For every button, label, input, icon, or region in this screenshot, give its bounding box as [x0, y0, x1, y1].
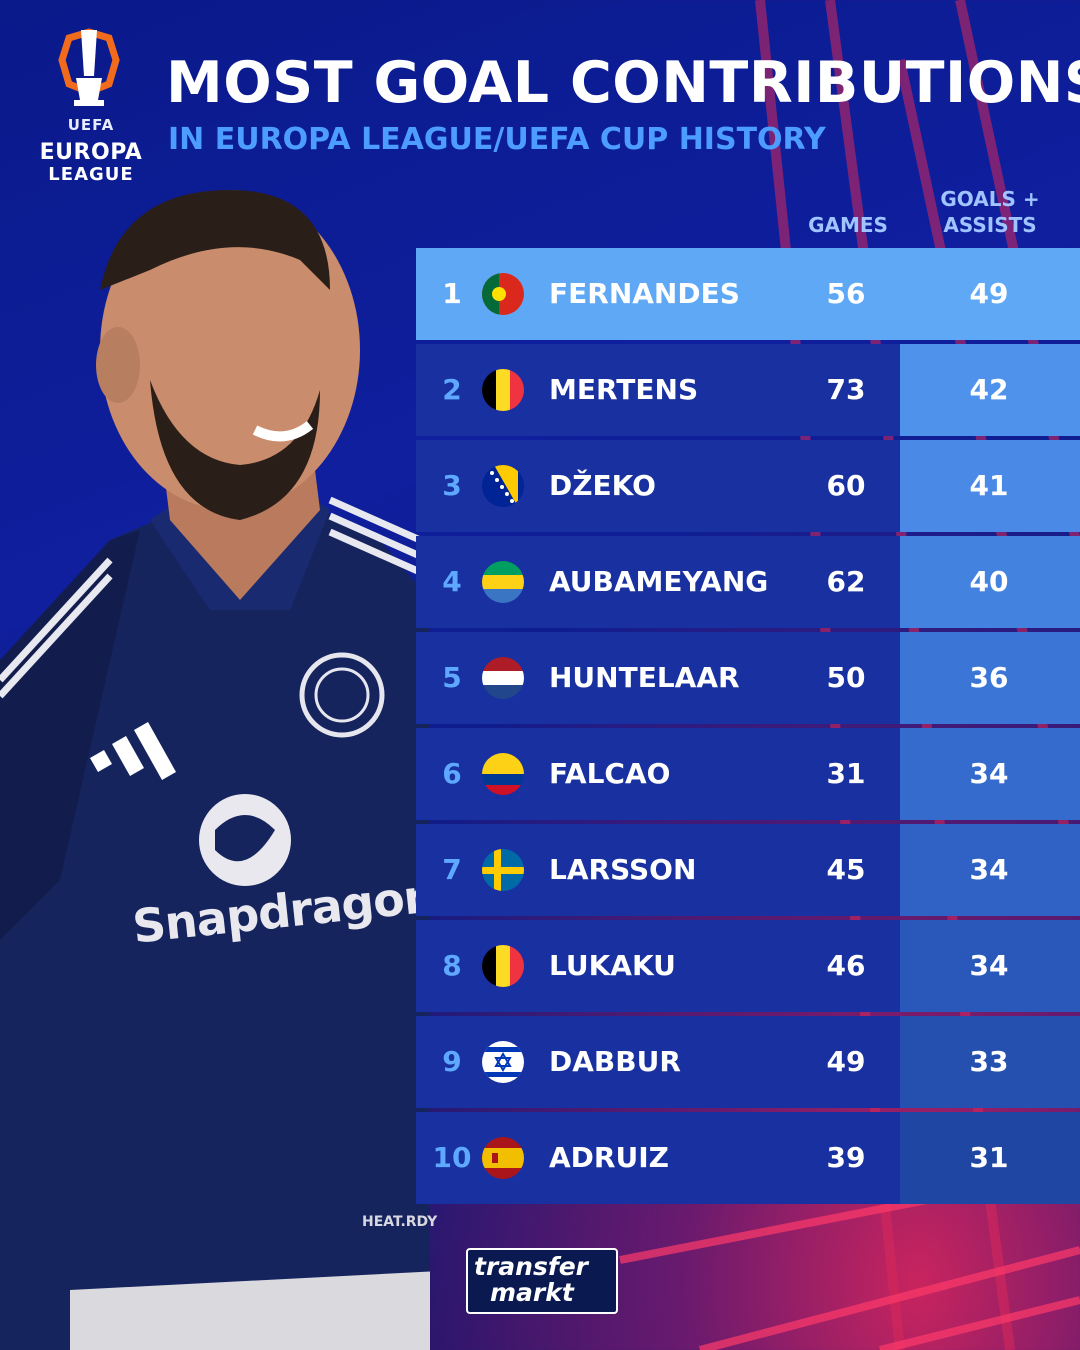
- rank-number: 1: [442, 277, 462, 310]
- row-background: [416, 248, 1080, 340]
- kit-tag-text: HEAT.RDY: [362, 1214, 438, 1230]
- games-value: 31: [826, 757, 866, 790]
- table-row: 8 LUKAKU 46 34: [416, 920, 1080, 1012]
- player-name: LUKAKU: [549, 949, 676, 982]
- goals-assists-value: 33: [969, 1045, 1009, 1078]
- brand-line1: transfer: [474, 1252, 588, 1281]
- spain-flag-icon: [482, 1137, 524, 1179]
- rank-number: 6: [442, 757, 462, 790]
- goals-assists-cell: [900, 824, 1080, 916]
- goals-assists-cell: [900, 344, 1080, 436]
- games-value: 46: [826, 949, 866, 982]
- belgium-flag-icon: [482, 369, 524, 411]
- games-value: 62: [826, 565, 866, 598]
- games-value: 73: [826, 373, 866, 406]
- table-row: 6 FALCAO 31 34: [416, 728, 1080, 820]
- rank-number: 8: [442, 949, 462, 982]
- player-name: FERNANDES: [549, 277, 740, 310]
- logo-uefa-text: UEFA: [67, 116, 115, 134]
- table-row: 1 FERNANDES 56 49: [416, 248, 1080, 340]
- table-row: 5 HUNTELAAR 50 36: [416, 632, 1080, 724]
- israel-flag-icon: [482, 1041, 524, 1083]
- games-value: 60: [826, 469, 866, 502]
- belgium-flag-icon: [482, 945, 524, 987]
- rank-number: 3: [442, 469, 462, 502]
- ranking-table: 1 FERNANDES 56 49 2 MERTENS 73 42 3 DŽEKO 60 41 4 AUB…: [416, 248, 1080, 1208]
- goals-assists-cell: [900, 920, 1080, 1012]
- goals-assists-cell: [900, 440, 1080, 532]
- rank-number: 7: [442, 853, 462, 886]
- goals-assists-value: 34: [969, 853, 1009, 886]
- transfermarkt-logo: transfer markt: [466, 1248, 618, 1314]
- page-subtitle: IN EUROPA LEAGUE/UEFA CUP HISTORY: [168, 122, 826, 157]
- goals-assists-cell: [900, 728, 1080, 820]
- table-row: 10 ADRUIZ 39 31: [416, 1112, 1080, 1204]
- rank-number: 5: [442, 661, 462, 694]
- player-name: DABBUR: [549, 1045, 681, 1078]
- table-row: 2 MERTENS 73 42: [416, 344, 1080, 436]
- table-row: 7 LARSSON 45 34: [416, 824, 1080, 916]
- games-column-header: GAMES: [808, 213, 888, 237]
- netherlands-flag-icon: [482, 657, 524, 699]
- player-name: MERTENS: [549, 373, 699, 406]
- rank-number: 4: [442, 565, 462, 598]
- goals-assists-value: 34: [969, 757, 1009, 790]
- goals-assists-cell: [900, 1016, 1080, 1108]
- brand-line2: markt: [490, 1278, 574, 1307]
- goals-assists-value: 34: [969, 949, 1009, 982]
- rank-number: 10: [432, 1141, 472, 1174]
- table-row: 3 DŽEKO 60 41: [416, 440, 1080, 532]
- games-value: 49: [826, 1045, 866, 1078]
- player-name: AUBAMEYANG: [549, 565, 769, 598]
- player-name: FALCAO: [549, 757, 671, 790]
- goals-assists-value: 40: [969, 565, 1009, 598]
- goals-assists-cell: [900, 536, 1080, 628]
- logo-europa-text: EUROPA: [39, 140, 143, 165]
- player-name: LARSSON: [549, 853, 697, 886]
- europa-league-trophy-icon: [58, 28, 120, 106]
- goals-assists-value: 42: [969, 373, 1009, 406]
- portugal-flag-icon: [482, 273, 524, 315]
- goals-assists-value: 49: [969, 277, 1009, 310]
- goals-assists-value: 31: [969, 1141, 1009, 1174]
- bosnia-flag-icon: [482, 465, 524, 507]
- goals-assists-cell: [900, 632, 1080, 724]
- games-value: 50: [826, 661, 866, 694]
- games-value: 45: [826, 853, 866, 886]
- table-row: 9 DABBUR 49 33: [416, 1016, 1080, 1108]
- gabon-flag-icon: [482, 561, 524, 603]
- games-value: 39: [826, 1141, 866, 1174]
- rank-number: 2: [442, 373, 462, 406]
- europa-league-logo: UEFA EUROPA LEAGUE: [36, 28, 146, 188]
- goals-assists-value: 36: [969, 661, 1009, 694]
- sweden-flag-icon: [482, 849, 524, 891]
- player-name: HUNTELAAR: [549, 661, 740, 694]
- games-value: 56: [826, 277, 866, 310]
- player-name: ADRUIZ: [549, 1141, 669, 1174]
- colombia-flag-icon: [482, 753, 524, 795]
- goals-assists-cell: [900, 1112, 1080, 1204]
- logo-league-text: LEAGUE: [48, 164, 134, 185]
- goals-assists-column-header: GOALS + ASSISTS: [940, 187, 1040, 237]
- player-photo: [0, 180, 430, 1350]
- player-name: DŽEKO: [549, 469, 656, 502]
- page-title: MOST GOAL CONTRIBUTIONS: [166, 50, 1080, 116]
- rank-number: 9: [442, 1045, 462, 1078]
- table-row: 4 AUBAMEYANG 62 40: [416, 536, 1080, 628]
- goals-assists-value: 41: [969, 469, 1009, 502]
